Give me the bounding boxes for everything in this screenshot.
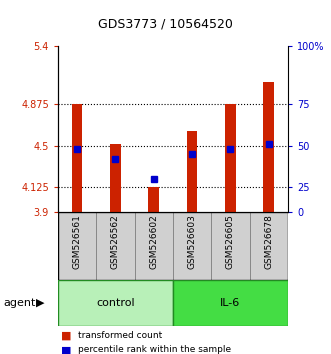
Text: ■: ■ — [61, 345, 72, 354]
Bar — [96, 212, 135, 280]
Text: IL-6: IL-6 — [220, 298, 241, 308]
Bar — [110, 144, 121, 212]
Text: ▶: ▶ — [36, 298, 45, 308]
Bar — [58, 212, 96, 280]
Bar — [173, 212, 211, 280]
Bar — [187, 131, 198, 212]
Bar — [263, 81, 274, 212]
Bar — [211, 212, 250, 280]
Text: GSM526602: GSM526602 — [149, 215, 158, 269]
Text: GSM526678: GSM526678 — [264, 215, 273, 269]
Text: percentile rank within the sample: percentile rank within the sample — [78, 345, 231, 354]
Text: ■: ■ — [61, 331, 72, 341]
Text: transformed count: transformed count — [78, 331, 162, 340]
Text: GSM526562: GSM526562 — [111, 215, 120, 269]
Text: agent: agent — [3, 298, 36, 308]
Bar — [225, 104, 236, 212]
Bar — [250, 212, 288, 280]
Text: control: control — [96, 298, 135, 308]
Text: GSM526561: GSM526561 — [72, 215, 82, 269]
Text: GSM526605: GSM526605 — [226, 215, 235, 269]
Bar — [58, 280, 173, 326]
Text: GSM526603: GSM526603 — [188, 215, 197, 269]
Bar — [135, 212, 173, 280]
Text: GDS3773 / 10564520: GDS3773 / 10564520 — [98, 18, 233, 31]
Bar — [72, 104, 82, 212]
Bar — [148, 187, 159, 212]
Bar — [173, 280, 288, 326]
